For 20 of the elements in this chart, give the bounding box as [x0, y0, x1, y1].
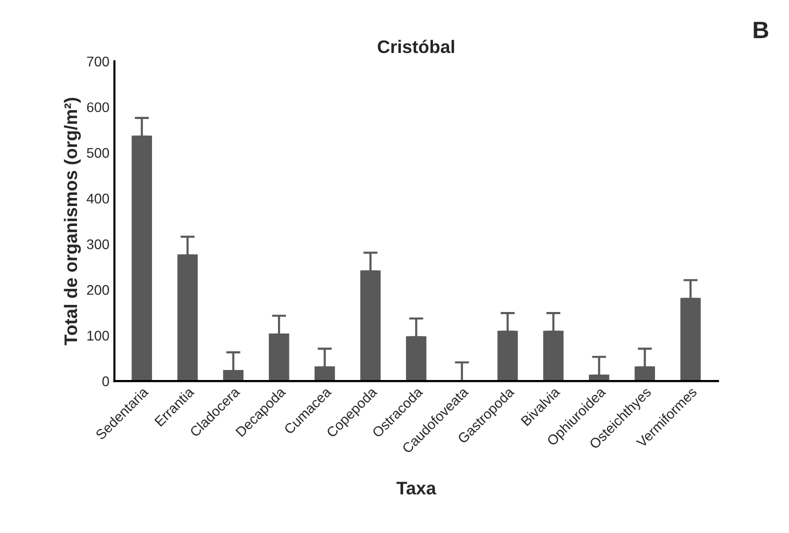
text: B: [754, 22, 768, 38]
bar: [132, 136, 152, 382]
bar: [268, 333, 290, 382]
bar: [680, 298, 701, 382]
y-tick-label: 400: [86, 194, 110, 204]
bar: [406, 336, 426, 382]
y-axis-title: Total de organismos (org/m²): [64, 98, 81, 346]
y-tick-label: 600: [87, 102, 110, 112]
y-tick-label: 200: [87, 285, 110, 295]
bar: [543, 330, 564, 382]
bar: [360, 270, 381, 382]
y-tick-label: 100: [87, 330, 110, 341]
x-axis-title: Taxa: [396, 482, 436, 495]
bar: [497, 330, 518, 382]
y-tick-label: 500: [86, 148, 110, 158]
y-tick-label: 300: [86, 239, 110, 250]
chart-title: Cristóbal: [378, 40, 454, 54]
y-tick-label: 0: [102, 376, 109, 386]
y-tick-label: 700: [87, 56, 110, 66]
bar: [177, 254, 198, 382]
